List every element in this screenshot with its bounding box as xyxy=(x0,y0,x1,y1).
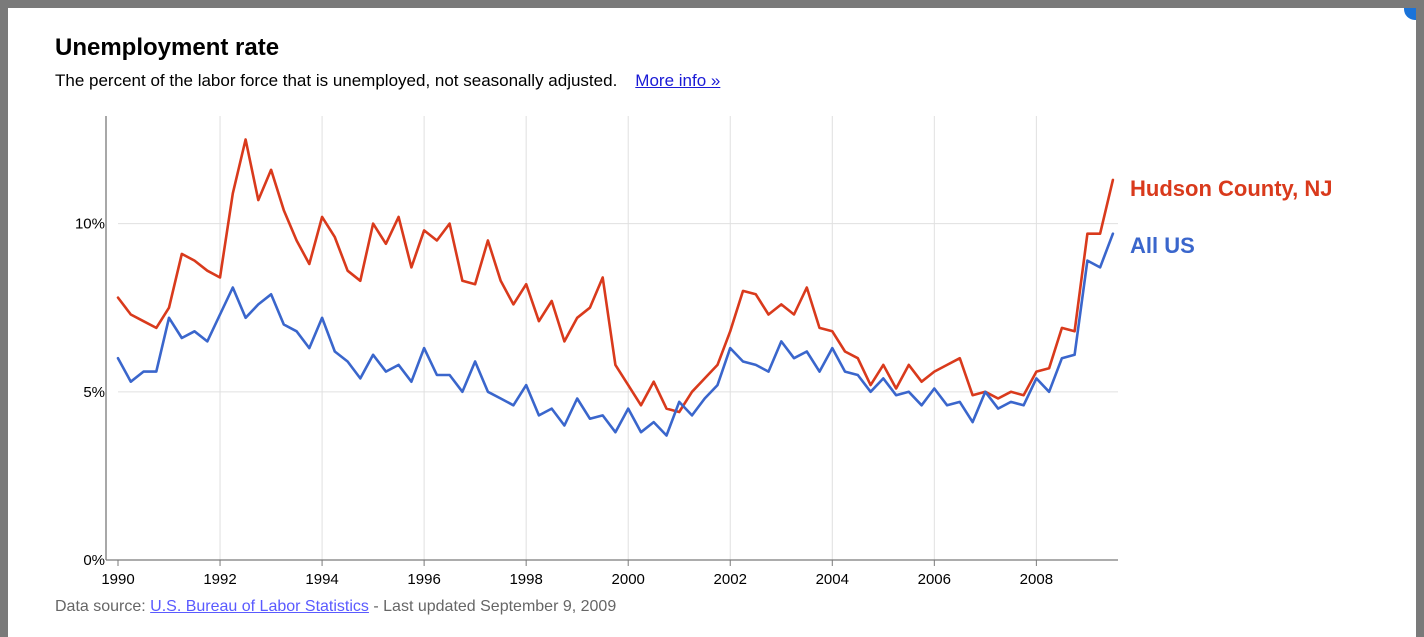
tick-labels: 0% 5% 10% 1990 1992 1994 1996 1998 2000 2002 2004 2… xyxy=(75,176,1333,588)
y-tick-label: 10% xyxy=(75,216,105,233)
footer-prefix: Data source: xyxy=(55,598,151,615)
x-tick-label: 2002 xyxy=(714,571,747,588)
corner-marker xyxy=(1404,8,1416,20)
chart-subtitle: The percent of the labor force that is u… xyxy=(55,71,720,91)
series-lines xyxy=(116,138,1115,437)
chart-title: Unemployment rate xyxy=(55,34,280,61)
x-tick-label: 2004 xyxy=(816,571,849,588)
data-source-footer: Data source: U.S. Bureau of Labor Statis… xyxy=(55,598,616,616)
x-tick-label: 1992 xyxy=(203,571,236,588)
x-tick-label: 2000 xyxy=(612,571,645,588)
x-tick-label: 2008 xyxy=(1020,571,1053,588)
line-chart: 0% 5% 10% 1990 1992 1994 1996 1998 2000 2002 2004 2… xyxy=(75,116,1333,588)
y-tick-label: 5% xyxy=(83,384,105,401)
hudson-county-label: Hudson County, NJ xyxy=(1130,176,1332,201)
all-us-label: All US xyxy=(1130,233,1195,258)
more-info-link[interactable]: More info » xyxy=(635,71,721,90)
grid-lines xyxy=(118,116,1118,560)
y-tick-label: 0% xyxy=(83,552,105,569)
subtitle-text: The percent of the labor force that is u… xyxy=(55,71,618,90)
x-tick-label: 2006 xyxy=(918,571,951,588)
chart-panel: Unemployment rate The percent of the lab… xyxy=(8,8,1416,637)
x-tick-label: 1998 xyxy=(509,571,542,588)
x-tick-label: 1994 xyxy=(305,571,338,588)
x-tick-label: 1996 xyxy=(407,571,440,588)
footer-updated-text: - Last updated September 9, 2009 xyxy=(368,598,617,615)
hudson-county-line xyxy=(116,138,1115,414)
bls-source-link[interactable]: U.S. Bureau of Labor Statistics xyxy=(150,598,369,615)
x-tick-label: 1990 xyxy=(101,571,134,588)
axes xyxy=(105,116,1118,566)
all-us-line xyxy=(116,232,1115,437)
